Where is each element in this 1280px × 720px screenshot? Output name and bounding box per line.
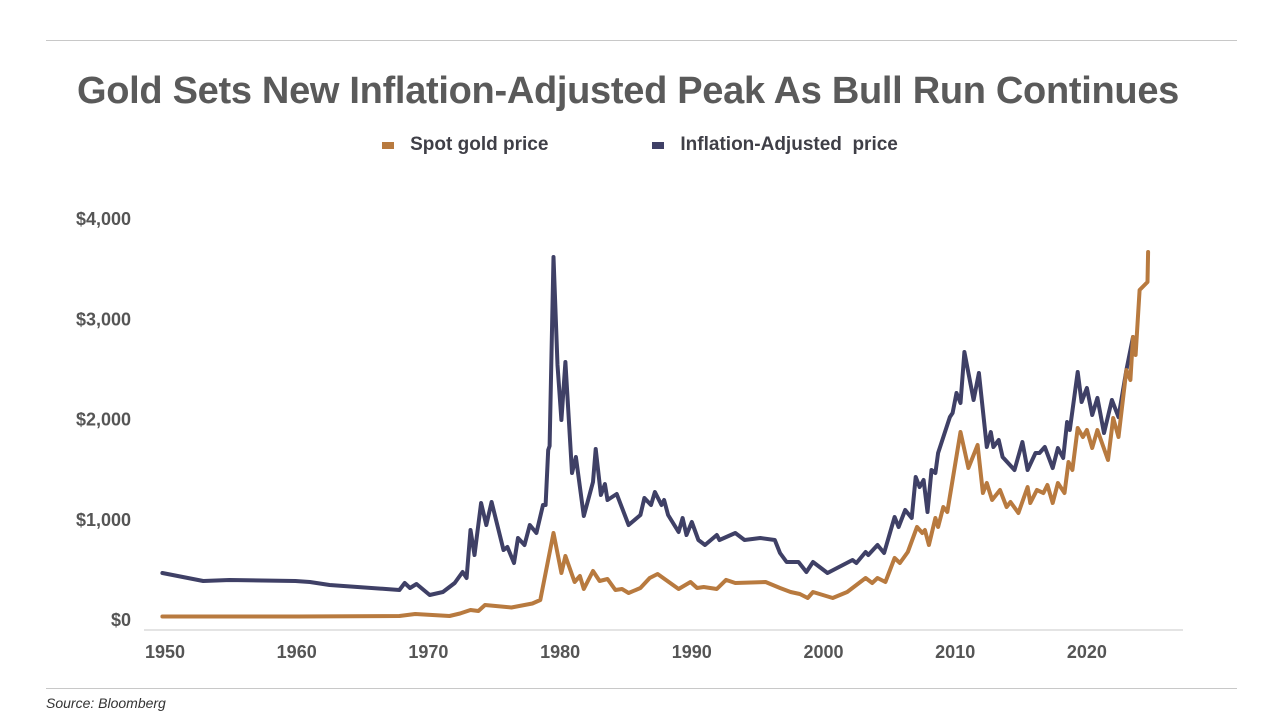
legend-label-spot-gold: Spot gold price	[410, 134, 549, 155]
chart-title: Gold Sets New Inflation-Adjusted Peak As…	[77, 70, 1179, 112]
legend-swatch-spot-gold	[382, 141, 395, 149]
x-tick-label: 2010	[935, 642, 975, 662]
y-tick-label: $0	[111, 610, 131, 630]
legend-swatch-inflation-adjusted	[652, 141, 665, 149]
legend-label-inflation-adjusted: Inflation-Adjusted price	[680, 134, 898, 155]
x-tick-label: 1990	[672, 642, 712, 662]
x-tick-label: 1960	[277, 642, 317, 662]
legend-item-spot-gold: Spot gold price	[382, 134, 548, 156]
y-tick-label: $4,000	[76, 209, 131, 229]
series-line-spot-gold	[160, 250, 1151, 619]
y-axis-ticks: $0 $1,000 $2,000 $3,000 $4,000	[76, 209, 131, 630]
x-axis-ticks: 1950 1960 1970 1980 1990 2000 2010 2020	[145, 642, 1107, 662]
x-tick-label: 2000	[803, 642, 843, 662]
source-note: Source: Bloomberg	[46, 695, 166, 711]
x-tick-label: 1950	[145, 642, 185, 662]
bottom-rule	[46, 688, 1237, 689]
series-line-inflation-adjusted	[160, 255, 1135, 597]
x-tick-label: 1980	[540, 642, 580, 662]
y-tick-label: $3,000	[76, 309, 131, 329]
legend-item-inflation-adjusted: Inflation-Adjusted price	[652, 134, 898, 156]
x-tick-label: 2020	[1067, 642, 1107, 662]
top-rule	[46, 40, 1237, 41]
legend: Spot gold price Inflation-Adjusted price	[0, 134, 1280, 156]
y-tick-label: $1,000	[76, 510, 131, 530]
series-lines	[160, 250, 1151, 619]
x-tick-label: 1970	[408, 642, 448, 662]
y-tick-label: $2,000	[76, 410, 131, 430]
